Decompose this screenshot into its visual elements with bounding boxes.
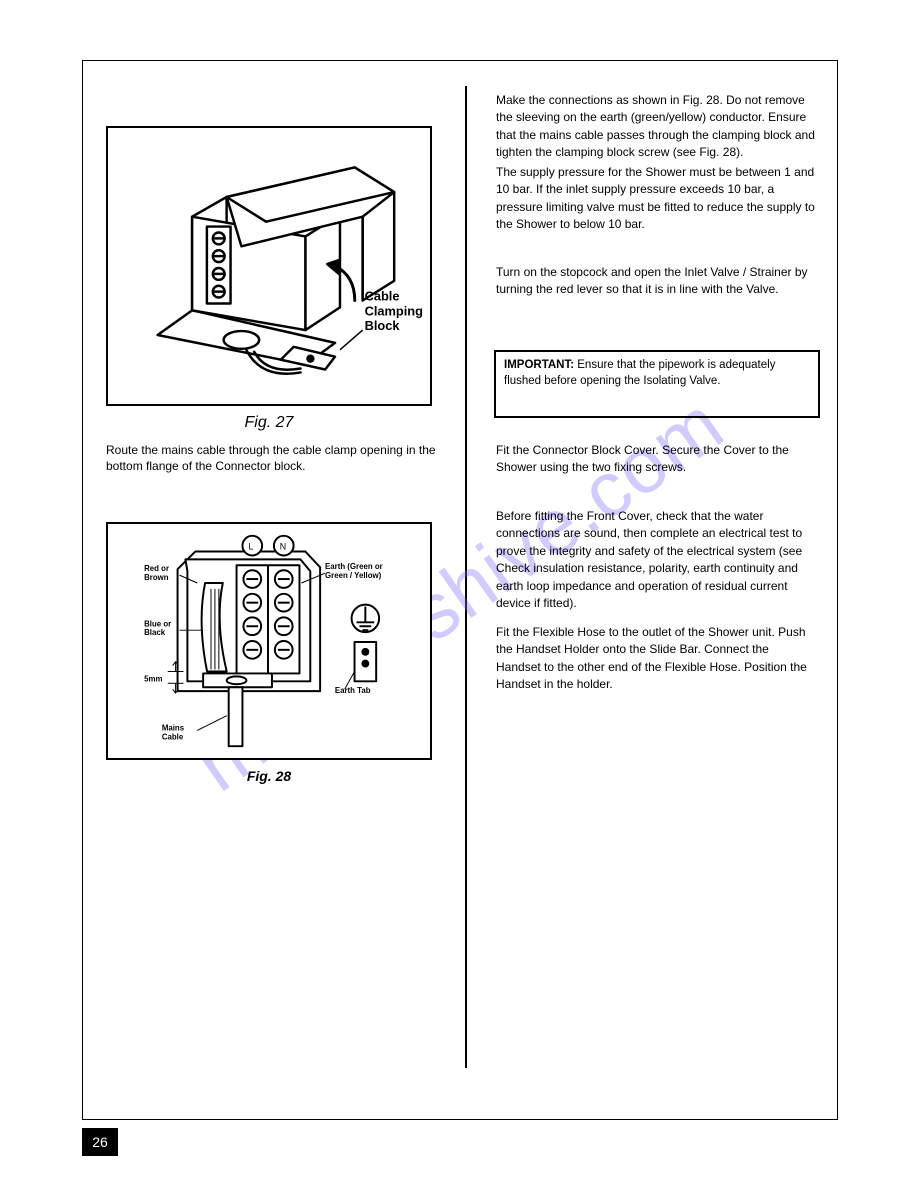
figure-28: L N Red or Brown Blue or Black Earth (Gr… bbox=[106, 522, 432, 760]
fig2-label-earth2: Green / Yellow) bbox=[325, 571, 382, 580]
right-paragraph-2: The supply pressure for the Shower must … bbox=[496, 164, 816, 234]
right-paragraph-5: Before fitting the Front Cover, check th… bbox=[496, 508, 816, 612]
left-instruction: Route the mains cable through the cable … bbox=[106, 442, 436, 474]
important-box: IMPORTANT: Ensure that the pipework is a… bbox=[494, 350, 820, 418]
right-paragraph-3: Turn on the stopcock and open the Inlet … bbox=[496, 264, 816, 299]
figure-28-caption: Fig. 28 bbox=[106, 768, 432, 784]
right-paragraph-4: Fit the Connector Block Cover. Secure th… bbox=[496, 442, 816, 477]
fig2-label-earthtab: Earth Tab bbox=[335, 686, 371, 695]
fig1-label-block: Block bbox=[365, 318, 401, 333]
figure-27-caption: Fig. 27 bbox=[106, 414, 432, 432]
figure-27: Cable Clamping Block bbox=[106, 126, 432, 406]
right-paragraph-6: Fit the Flexible Hose to the outlet of t… bbox=[496, 624, 816, 694]
fig2-label-cable: Cable bbox=[162, 732, 184, 741]
fig1-label-clamping: Clamping bbox=[365, 303, 423, 318]
fig2-label-blue: Blue or bbox=[144, 619, 171, 628]
important-label: IMPORTANT: bbox=[504, 359, 574, 371]
wiring-diagram: L N Red or Brown Blue or Black Earth (Gr… bbox=[108, 524, 430, 758]
fig2-label-5mm: 5mm bbox=[144, 674, 162, 683]
fig2-label-brown: Brown bbox=[144, 573, 169, 582]
fig2-label-earth: Earth (Green or bbox=[325, 562, 383, 571]
fig2-label-L: L bbox=[248, 542, 253, 552]
column-divider bbox=[465, 86, 467, 1068]
connector-block-diagram: Cable Clamping Block bbox=[108, 128, 430, 404]
fig2-label-N: N bbox=[280, 542, 286, 552]
page-number: 26 bbox=[82, 1128, 118, 1156]
fig2-label-mains: Mains bbox=[162, 723, 185, 732]
fig1-label-cable: Cable bbox=[365, 289, 400, 304]
right-paragraph-1: Make the connections as shown in Fig. 28… bbox=[496, 92, 816, 162]
fig2-label-black: Black bbox=[144, 628, 166, 637]
fig2-label-red: Red or bbox=[144, 564, 169, 573]
